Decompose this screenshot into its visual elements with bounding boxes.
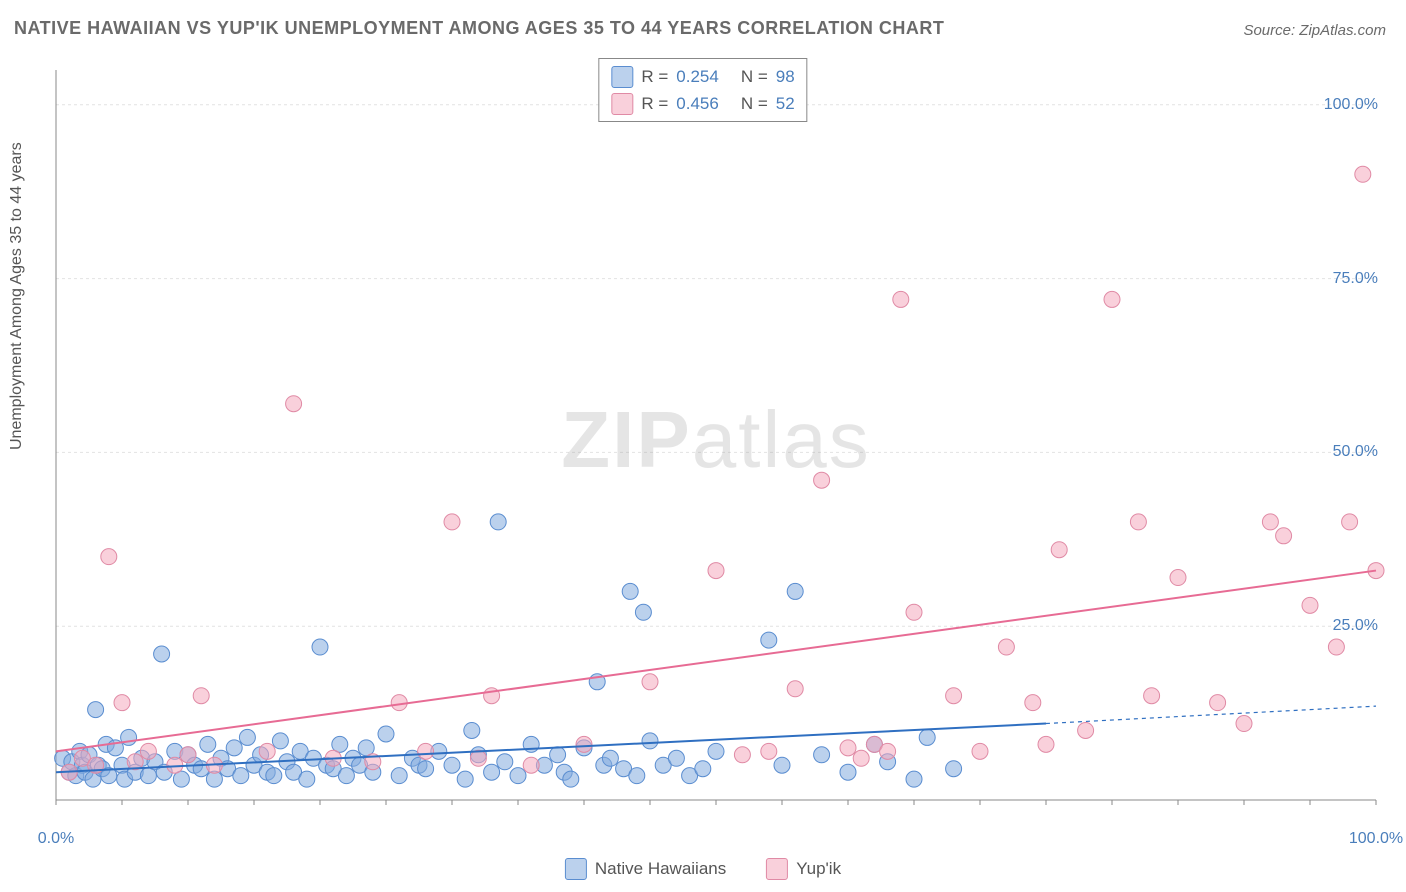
y-axis-label: Unemployment Among Ages 35 to 44 years	[8, 142, 26, 450]
y-tick-label: 50.0%	[1333, 443, 1378, 461]
legend-r-label: R =	[641, 90, 668, 117]
chart-title: NATIVE HAWAIIAN VS YUP'IK UNEMPLOYMENT A…	[14, 18, 944, 39]
legend-swatch	[565, 858, 587, 880]
x-tick-label: 100.0%	[1349, 830, 1403, 848]
legend-swatch	[766, 858, 788, 880]
legend-n-label: N =	[741, 63, 768, 90]
scatter-chart-svg	[46, 60, 1386, 820]
legend-n-value: 52	[776, 90, 795, 117]
chart-area: ZIPatlas 25.0%50.0%75.0%100.0% 0.0%100.0…	[46, 60, 1386, 820]
y-tick-label: 100.0%	[1324, 96, 1378, 114]
legend-swatch	[611, 93, 633, 115]
legend-n-value: 98	[776, 63, 795, 90]
legend-n-label: N =	[741, 90, 768, 117]
y-tick-label: 75.0%	[1333, 270, 1378, 288]
legend-label: Native Hawaiians	[595, 859, 726, 879]
legend-r-label: R =	[641, 63, 668, 90]
correlation-legend: R = 0.254 N = 98 R = 0.456 N = 52	[598, 58, 807, 122]
legend-swatch	[611, 66, 633, 88]
legend-row: R = 0.254 N = 98	[611, 63, 794, 90]
legend-row: R = 0.456 N = 52	[611, 90, 794, 117]
legend-r-value: 0.254	[676, 63, 719, 90]
x-tick-label: 0.0%	[38, 830, 74, 848]
legend-r-value: 0.456	[676, 90, 719, 117]
legend-label: Yup'ik	[796, 859, 841, 879]
legend-item: Native Hawaiians	[565, 858, 726, 880]
y-tick-label: 25.0%	[1333, 617, 1378, 635]
legend-item: Yup'ik	[766, 858, 841, 880]
series-legend: Native Hawaiians Yup'ik	[565, 858, 841, 880]
source-label: Source: ZipAtlas.com	[1243, 22, 1386, 39]
